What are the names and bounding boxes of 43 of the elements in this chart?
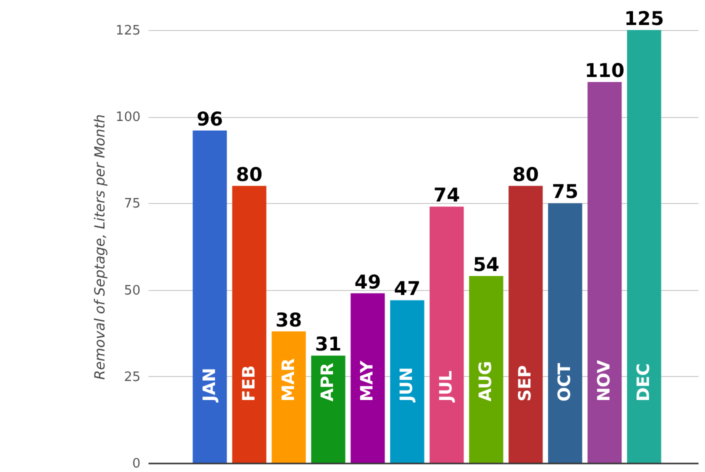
bar xyxy=(469,276,504,463)
x-tick-label: OCT xyxy=(555,362,576,402)
data-label: 75 xyxy=(552,181,578,204)
y-tick-label: 75 xyxy=(124,196,140,212)
bar xyxy=(350,293,385,463)
y-axis-title: Removal of Septage, Liters per Month xyxy=(92,114,109,380)
data-label: 31 xyxy=(315,334,342,356)
bar xyxy=(508,186,543,463)
data-label: 125 xyxy=(624,8,664,30)
x-tick-label: MAR xyxy=(278,358,299,402)
x-tick-label: JUN xyxy=(397,367,418,402)
y-tick-label: 0 xyxy=(132,456,140,472)
bar xyxy=(588,82,622,463)
data-label: 80 xyxy=(236,164,262,186)
bar xyxy=(627,30,662,463)
data-label: 54 xyxy=(472,254,500,276)
data-label: 38 xyxy=(276,309,302,332)
data-label: 47 xyxy=(394,278,420,300)
bar xyxy=(311,356,346,463)
x-tick-label: DEC xyxy=(634,363,654,402)
y-tick-label: 100 xyxy=(116,110,140,126)
y-tick-label: 125 xyxy=(116,24,140,38)
bar xyxy=(430,206,464,463)
bar xyxy=(192,130,227,463)
data-label: 96 xyxy=(196,108,224,130)
x-tick-label: SEP xyxy=(516,365,536,402)
x-tick-label: JUL xyxy=(436,370,457,402)
x-tick-label: MAY xyxy=(358,360,378,402)
data-label: 110 xyxy=(584,60,624,82)
bar xyxy=(548,203,582,463)
x-tick-label: AUG xyxy=(476,361,496,402)
x-tick-label: APR xyxy=(318,362,338,402)
y-tick-label: 50 xyxy=(124,283,140,298)
bar xyxy=(232,186,266,463)
y-tick-label: 25 xyxy=(124,370,140,385)
bar xyxy=(390,300,424,463)
bar xyxy=(272,331,306,463)
x-tick-label: NOV xyxy=(594,359,615,402)
x-tick-label: FEB xyxy=(239,365,260,402)
x-tick-label: JAN xyxy=(200,368,220,402)
data-label: 80 xyxy=(512,164,539,186)
data-label: 49 xyxy=(354,271,381,294)
data-label: 74 xyxy=(433,184,460,207)
